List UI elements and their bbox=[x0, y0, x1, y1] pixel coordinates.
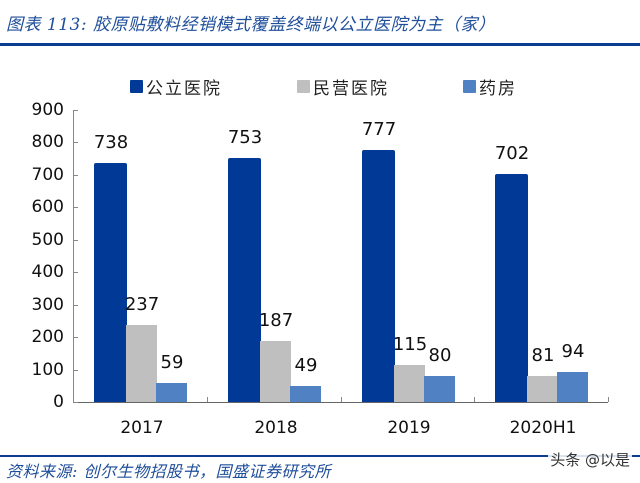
y-tick bbox=[73, 175, 78, 176]
x-tick-label: 2017 bbox=[120, 418, 164, 438]
data-label: 115 bbox=[392, 334, 428, 355]
y-tick bbox=[73, 402, 78, 403]
bar-private-hospital bbox=[126, 325, 157, 402]
bar-pharmacy bbox=[290, 386, 321, 402]
x-tick bbox=[474, 397, 475, 402]
bar-pharmacy bbox=[424, 376, 455, 402]
legend-swatch-icon bbox=[297, 80, 310, 93]
watermark: 头条 @以是 bbox=[548, 449, 632, 470]
data-label: 81 bbox=[531, 345, 555, 366]
data-label: 49 bbox=[294, 355, 318, 376]
y-tick bbox=[73, 305, 78, 306]
legend-swatch-icon bbox=[130, 80, 143, 93]
data-label: 702 bbox=[494, 143, 530, 164]
y-tick-label: 100 bbox=[31, 360, 64, 380]
x-tick bbox=[341, 397, 342, 402]
y-tick bbox=[73, 240, 78, 241]
x-tick-label: 2018 bbox=[254, 418, 298, 438]
data-label: 80 bbox=[428, 345, 452, 366]
legend-swatch-icon bbox=[463, 80, 476, 93]
bar-private-hospital bbox=[527, 376, 558, 402]
data-label: 738 bbox=[93, 132, 129, 153]
y-tick bbox=[73, 142, 78, 143]
legend-item-public-hospital: 公立医院 bbox=[130, 74, 222, 99]
y-tick-label: 0 bbox=[53, 392, 64, 412]
chart-title: 图表 113: 胶原贴敷料经销模式覆盖终端以公立医院为主（家） bbox=[6, 15, 496, 35]
bar-pharmacy bbox=[156, 383, 187, 402]
x-axis bbox=[73, 402, 608, 403]
x-tick bbox=[608, 397, 609, 402]
y-tick-label: 800 bbox=[31, 132, 64, 152]
bar-public-hospital bbox=[362, 150, 395, 402]
x-tick-label: 2019 bbox=[387, 418, 431, 438]
y-tick-label: 400 bbox=[31, 262, 64, 282]
chart-legend: 公立医院 民营医院 药房 bbox=[0, 74, 640, 99]
bar-public-hospital bbox=[228, 158, 261, 402]
y-tick bbox=[73, 272, 78, 273]
source-divider bbox=[0, 455, 640, 457]
data-label: 237 bbox=[124, 294, 160, 315]
source-note: 资料来源: 创尔生物招股书，国盛证券研究所 bbox=[6, 462, 331, 481]
bar-public-hospital bbox=[94, 163, 127, 402]
y-tick bbox=[73, 207, 78, 208]
legend-label: 民营医院 bbox=[313, 79, 389, 99]
legend-label: 药房 bbox=[479, 79, 517, 99]
x-tick-label: 2020H1 bbox=[509, 418, 577, 438]
y-tick-label: 700 bbox=[31, 165, 64, 185]
y-tick-label: 200 bbox=[31, 327, 64, 347]
bar-private-hospital bbox=[394, 365, 425, 402]
y-tick-label: 500 bbox=[31, 230, 64, 250]
data-label: 753 bbox=[227, 127, 263, 148]
y-axis bbox=[73, 110, 74, 402]
x-tick bbox=[207, 397, 208, 402]
legend-item-pharmacy: 药房 bbox=[463, 74, 517, 99]
data-label: 187 bbox=[258, 310, 294, 331]
y-tick bbox=[73, 370, 78, 371]
legend-item-private-hospital: 民营医院 bbox=[297, 74, 389, 99]
bar-private-hospital bbox=[260, 341, 291, 402]
y-tick bbox=[73, 110, 78, 111]
y-tick-label: 600 bbox=[31, 197, 64, 217]
y-tick-label: 900 bbox=[31, 100, 64, 120]
data-label: 777 bbox=[361, 119, 397, 140]
bar-pharmacy bbox=[557, 372, 588, 402]
data-label: 59 bbox=[160, 352, 184, 373]
legend-label: 公立医院 bbox=[146, 79, 222, 99]
y-tick bbox=[73, 337, 78, 338]
bar-public-hospital bbox=[495, 174, 528, 402]
data-label: 94 bbox=[561, 341, 585, 362]
title-divider bbox=[0, 43, 640, 46]
x-tick bbox=[73, 397, 74, 402]
y-tick-label: 300 bbox=[31, 295, 64, 315]
